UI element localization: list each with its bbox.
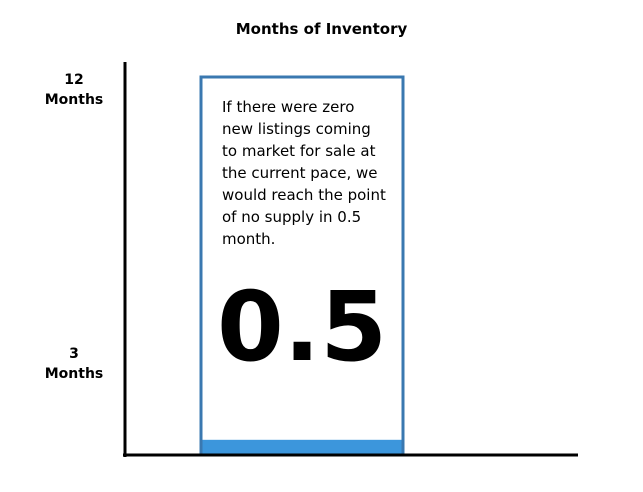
annotation: If there were zero new listings coming t… (222, 98, 386, 248)
chart-title: Months of Inventory (235, 20, 408, 38)
y-tick-label: 3 Months (44, 345, 104, 382)
value-label: 0.5 (216, 271, 388, 383)
bar (202, 439, 402, 455)
y-tick-label: 12 Months (44, 72, 104, 109)
callout-box (199, 75, 405, 457)
